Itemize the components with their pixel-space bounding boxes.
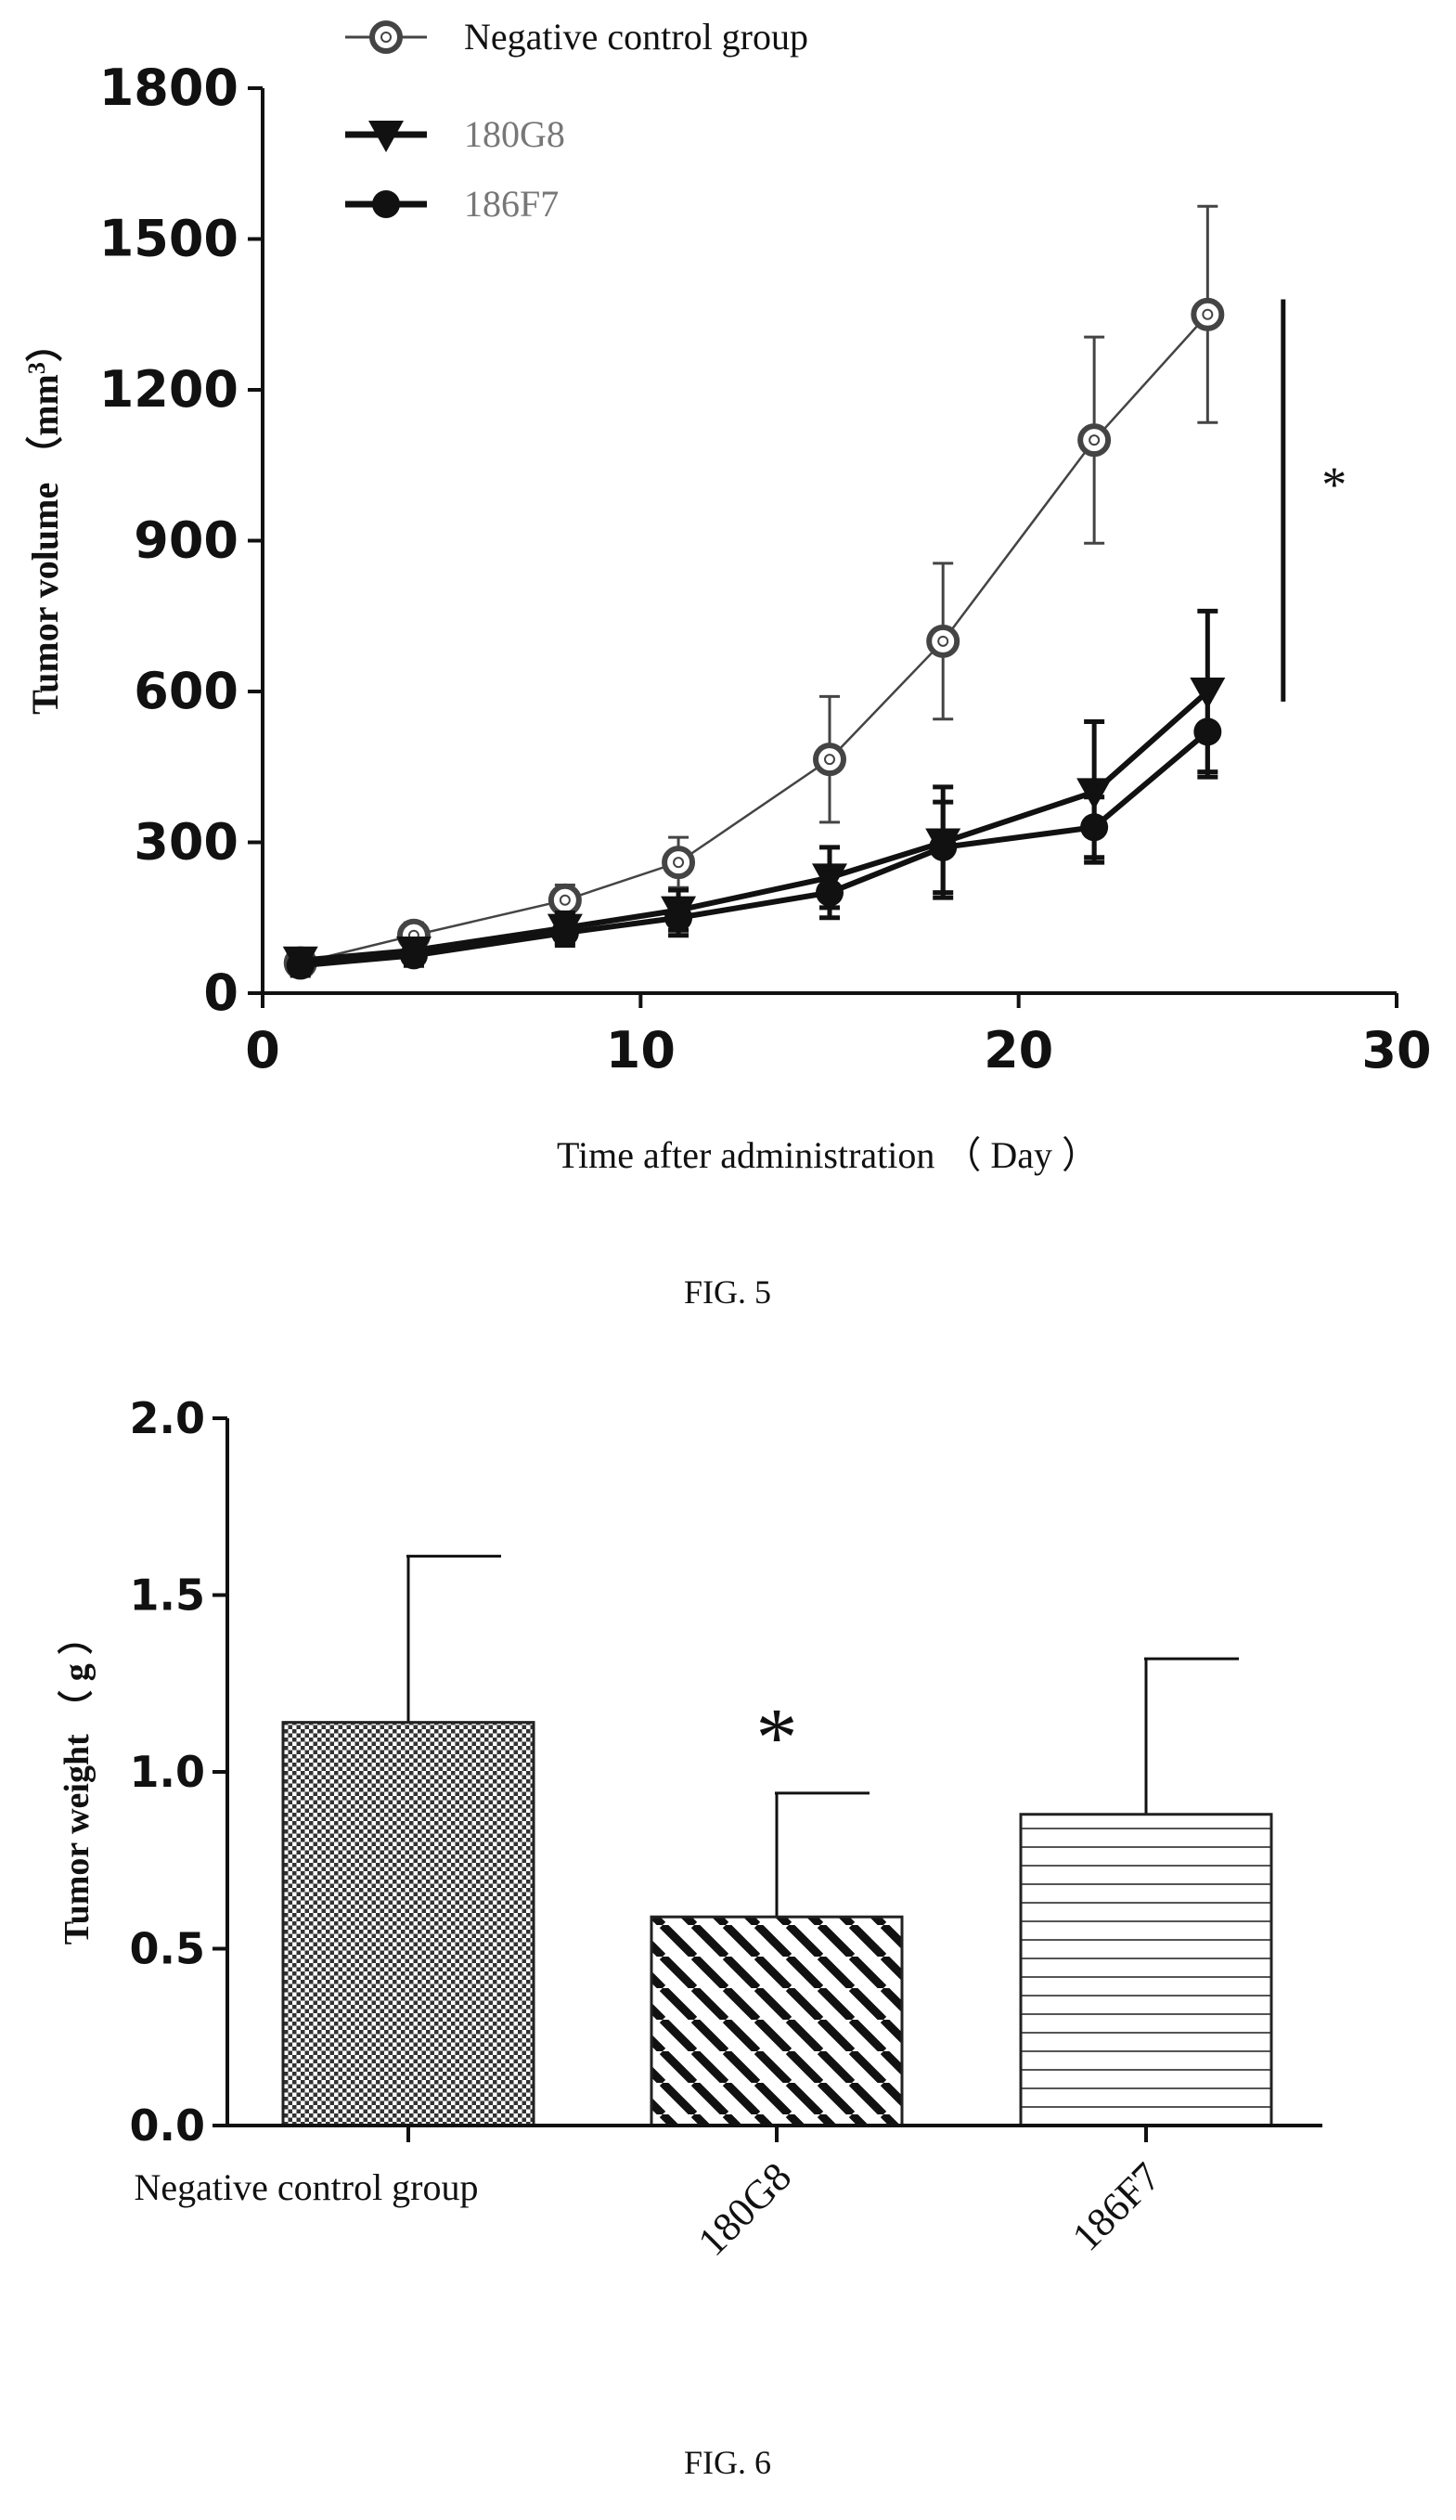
y-tick-label: 1500: [99, 210, 238, 268]
significance-star: *: [1321, 457, 1346, 512]
y-tick-label: 0: [203, 963, 238, 1022]
y-tick-labels: 0 300 600 900 1200 1500 1800: [99, 58, 263, 1022]
legend: Negative control group 180G8 186F7: [345, 16, 808, 225]
bars-layer: [281, 1555, 1273, 2127]
y-tick-label: 1.0: [130, 1747, 206, 1797]
series-186f7: [286, 684, 1222, 980]
x-tick-label: 0: [245, 1021, 280, 1079]
fig6-caption: FIG. 6: [684, 2444, 771, 2481]
marker-open-circle: [369, 20, 403, 54]
y-tick-label: 2.0: [130, 1393, 206, 1443]
marker-open-circle: [548, 883, 582, 917]
y-axis-label: Tumor volume （mm3）: [23, 325, 67, 715]
bar-negative-control-group: [281, 1555, 535, 2127]
y-tick-labels: 0.0 0.5 1.0 1.5 2.0: [130, 1393, 227, 2151]
bar: [650, 1915, 904, 2127]
y-tick-label: 0.0: [130, 2100, 206, 2151]
y-tick-label: 300: [134, 813, 238, 872]
tumor-volume-chart: 0 300 600 900 1200 1500 1800 0 10 20 30 Tumor vol…: [23, 16, 1432, 1176]
x-tick-labels: 0 10 20 30: [245, 993, 1432, 1079]
marker-open-circle: [1077, 423, 1112, 458]
legend-item: 180G8: [345, 113, 565, 155]
bar: [281, 1721, 535, 2127]
series-layer: [282, 204, 1226, 980]
marker-open-circle-inner: [673, 857, 685, 869]
marker-open-circle-inner: [559, 894, 571, 906]
bar-186f7: [1019, 1657, 1273, 2127]
bar-180g8: [650, 1791, 904, 2127]
legend-item: Negative control group: [345, 16, 808, 58]
marker-filled-circle: [929, 833, 958, 861]
x-tick-label: 20: [984, 1021, 1053, 1079]
series-line: [300, 730, 1210, 969]
marker-open-circle: [662, 846, 696, 880]
x-tick-labels: Negative control group 180G8 186F7: [135, 2126, 1169, 2265]
y-tick-label: 1200: [99, 360, 238, 419]
marker-filled-circle: [372, 190, 400, 218]
y-tick-label: 1800: [99, 58, 238, 117]
series-line: [300, 313, 1209, 964]
y-axis-label-main: Tumor volume （mm: [24, 374, 66, 715]
legend-label: 180G8: [464, 113, 565, 155]
series-line: [300, 689, 1210, 963]
y-tick-label: 600: [134, 662, 238, 720]
legend-item: 186F7: [345, 183, 559, 225]
y-tick-label: 0.5: [130, 1924, 206, 1974]
marker-filled-circle: [399, 941, 428, 970]
marker-filled-circle: [1193, 717, 1222, 746]
marker-open-circle-inner: [1202, 308, 1214, 320]
marker-open-circle: [1191, 297, 1225, 331]
marker-open-circle: [926, 624, 960, 658]
y-tick-label: 900: [134, 511, 238, 570]
series-negative-control-group: [283, 204, 1225, 980]
marker-open-circle: [813, 743, 846, 777]
significance-annotation: *: [1281, 299, 1346, 702]
marker-filled-circle: [1080, 813, 1109, 842]
marker-filled-circle: [816, 878, 844, 907]
x-tick-label: 10: [606, 1021, 676, 1079]
x-axis-label: Time after administration （ Day ）: [557, 1134, 1099, 1176]
marker-open-circle-inner: [937, 635, 949, 647]
significance-star: *: [756, 1692, 798, 1784]
y-axis-label-sup: 3: [23, 362, 50, 374]
marker-open-circle-inner: [380, 32, 392, 43]
marker-triangle-down: [1076, 778, 1113, 810]
y-tick-label: 1.5: [130, 1570, 206, 1621]
tumor-weight-chart: 0.0 0.5 1.0 1.5 2.0 Negative control group 18…: [58, 1393, 1322, 2265]
marker-filled-circle: [664, 903, 693, 932]
legend-label: 186F7: [464, 183, 559, 225]
x-tick-label: 30: [1361, 1021, 1431, 1079]
x-tick-label: 180G8: [689, 2153, 800, 2264]
legend-label: Negative control group: [464, 16, 808, 58]
bar: [1019, 1813, 1273, 2127]
significance-annotation: *: [756, 1692, 798, 1784]
marker-filled-circle: [550, 919, 579, 947]
x-tick-label: 186F7: [1063, 2153, 1169, 2259]
fig5-caption: FIG. 5: [684, 1273, 771, 1311]
x-tick-label: Negative control group: [135, 2166, 479, 2208]
marker-triangle-down: [368, 121, 404, 152]
marker-filled-circle: [286, 951, 315, 980]
y-axis-label: Tumor weight （ g ）: [58, 1620, 97, 1945]
marker-open-circle-inner: [824, 754, 835, 766]
y-axis-label-close: ）: [24, 325, 66, 362]
marker-open-circle-inner: [1089, 434, 1101, 446]
